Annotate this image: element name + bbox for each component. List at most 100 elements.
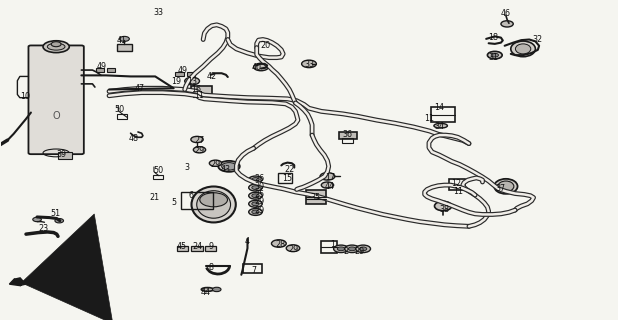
- Text: 27: 27: [195, 136, 205, 145]
- Text: 8: 8: [208, 263, 213, 272]
- Text: 24: 24: [192, 242, 202, 251]
- Text: 41: 41: [117, 36, 127, 45]
- Bar: [117, 115, 127, 119]
- Circle shape: [356, 245, 371, 252]
- Bar: [106, 68, 115, 72]
- Text: 29: 29: [195, 146, 205, 155]
- Text: 20: 20: [261, 41, 271, 50]
- Text: O: O: [53, 111, 60, 121]
- Text: 31: 31: [489, 52, 499, 61]
- Circle shape: [252, 202, 259, 206]
- Text: 49: 49: [177, 66, 187, 75]
- Bar: [58, 152, 72, 159]
- Text: 18: 18: [489, 33, 499, 42]
- Circle shape: [345, 245, 360, 252]
- Text: 11: 11: [424, 114, 434, 123]
- Bar: [191, 86, 213, 95]
- Text: 33: 33: [153, 8, 163, 17]
- Text: 48: 48: [129, 134, 138, 143]
- Text: 33: 33: [304, 60, 314, 69]
- Circle shape: [51, 42, 61, 47]
- Text: 50: 50: [114, 105, 125, 114]
- Circle shape: [248, 184, 262, 191]
- Bar: [205, 246, 216, 251]
- Ellipse shape: [515, 44, 531, 54]
- Text: 44: 44: [201, 288, 211, 297]
- Text: 9: 9: [208, 242, 213, 251]
- Ellipse shape: [48, 43, 65, 50]
- Text: 6: 6: [188, 191, 193, 200]
- Text: 11: 11: [195, 91, 205, 100]
- Bar: [192, 246, 203, 251]
- Text: 46: 46: [501, 9, 511, 18]
- Ellipse shape: [192, 187, 236, 222]
- Circle shape: [334, 245, 349, 252]
- Circle shape: [286, 245, 300, 252]
- Circle shape: [360, 247, 367, 251]
- Text: 42: 42: [207, 73, 217, 82]
- Circle shape: [191, 136, 203, 143]
- Ellipse shape: [218, 161, 240, 172]
- Text: 37: 37: [496, 184, 506, 193]
- Text: 12: 12: [452, 179, 462, 188]
- Text: 29: 29: [255, 197, 265, 206]
- Circle shape: [33, 217, 41, 222]
- Circle shape: [501, 21, 514, 27]
- Text: 10: 10: [20, 92, 30, 101]
- Circle shape: [119, 36, 129, 41]
- Text: 23: 23: [38, 224, 48, 233]
- Text: 30: 30: [255, 182, 265, 191]
- Text: 35: 35: [310, 193, 320, 202]
- Text: 29: 29: [210, 160, 221, 169]
- Text: 21: 21: [149, 193, 159, 202]
- Text: 45: 45: [177, 242, 187, 251]
- Circle shape: [252, 178, 259, 181]
- Circle shape: [248, 176, 262, 183]
- Circle shape: [253, 63, 268, 71]
- Text: 50: 50: [153, 166, 163, 175]
- Circle shape: [320, 172, 335, 180]
- Text: 29: 29: [288, 245, 298, 254]
- Circle shape: [248, 209, 262, 215]
- Ellipse shape: [43, 41, 69, 52]
- Text: 25: 25: [255, 190, 265, 199]
- Text: FR.: FR.: [40, 276, 56, 284]
- Text: 32: 32: [533, 35, 543, 44]
- Bar: [96, 68, 104, 72]
- Bar: [176, 72, 184, 76]
- Text: 4: 4: [245, 237, 250, 246]
- Bar: [431, 107, 455, 122]
- Text: 7: 7: [251, 266, 256, 275]
- Bar: [306, 190, 326, 204]
- Text: 22: 22: [284, 165, 294, 174]
- Bar: [181, 192, 213, 209]
- Bar: [342, 138, 353, 143]
- Circle shape: [321, 182, 334, 188]
- Circle shape: [248, 192, 262, 199]
- Text: 17: 17: [325, 173, 335, 182]
- Text: 28: 28: [275, 240, 285, 249]
- Ellipse shape: [200, 193, 227, 207]
- Ellipse shape: [494, 179, 517, 194]
- Ellipse shape: [434, 201, 452, 211]
- Circle shape: [252, 194, 259, 197]
- Circle shape: [337, 247, 345, 251]
- Circle shape: [349, 247, 356, 251]
- Bar: [339, 132, 357, 139]
- Circle shape: [271, 240, 286, 247]
- Ellipse shape: [434, 124, 447, 128]
- Text: 36: 36: [342, 130, 352, 139]
- Circle shape: [55, 219, 64, 223]
- Circle shape: [302, 60, 316, 68]
- Text: 40: 40: [252, 63, 261, 72]
- Text: 29: 29: [354, 247, 365, 256]
- Circle shape: [193, 147, 206, 153]
- Ellipse shape: [511, 41, 535, 57]
- Text: 14: 14: [434, 103, 444, 112]
- Bar: [187, 72, 195, 76]
- Circle shape: [488, 52, 502, 59]
- Text: 39: 39: [57, 150, 67, 159]
- Bar: [449, 179, 465, 190]
- Text: 26: 26: [255, 174, 265, 183]
- Text: 43: 43: [221, 165, 231, 174]
